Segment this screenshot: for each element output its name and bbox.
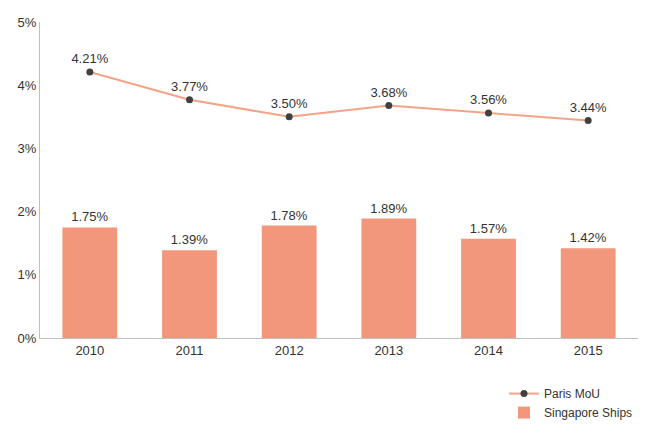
svg-text:2011: 2011 [176,343,204,358]
svg-text:1.39%: 1.39% [171,232,208,247]
svg-text:2%: 2% [18,204,37,219]
svg-text:1.42%: 1.42% [570,230,607,245]
svg-text:0%: 0% [18,331,37,346]
svg-text:3.77%: 3.77% [171,79,208,94]
svg-text:1.75%: 1.75% [71,209,108,224]
svg-text:1.57%: 1.57% [470,221,507,236]
svg-text:4.21%: 4.21% [71,51,108,66]
svg-text:3.56%: 3.56% [470,92,507,107]
svg-text:3.44%: 3.44% [570,100,607,115]
svg-text:1.89%: 1.89% [370,201,407,216]
svg-text:Singapore Ships: Singapore Ships [544,406,632,420]
svg-text:3%: 3% [18,141,37,156]
svg-text:1.78%: 1.78% [271,208,308,223]
svg-text:Paris MoU: Paris MoU [544,387,600,401]
svg-text:2010: 2010 [75,343,104,358]
svg-text:2012: 2012 [275,343,304,358]
svg-text:2013: 2013 [374,343,403,358]
svg-text:3.68%: 3.68% [370,85,407,100]
svg-text:3.50%: 3.50% [271,96,308,111]
svg-text:2015: 2015 [574,343,603,358]
svg-text:5%: 5% [18,15,37,30]
svg-text:1%: 1% [18,267,37,282]
svg-text:2014: 2014 [474,343,503,358]
svg-text:4%: 4% [18,78,37,93]
